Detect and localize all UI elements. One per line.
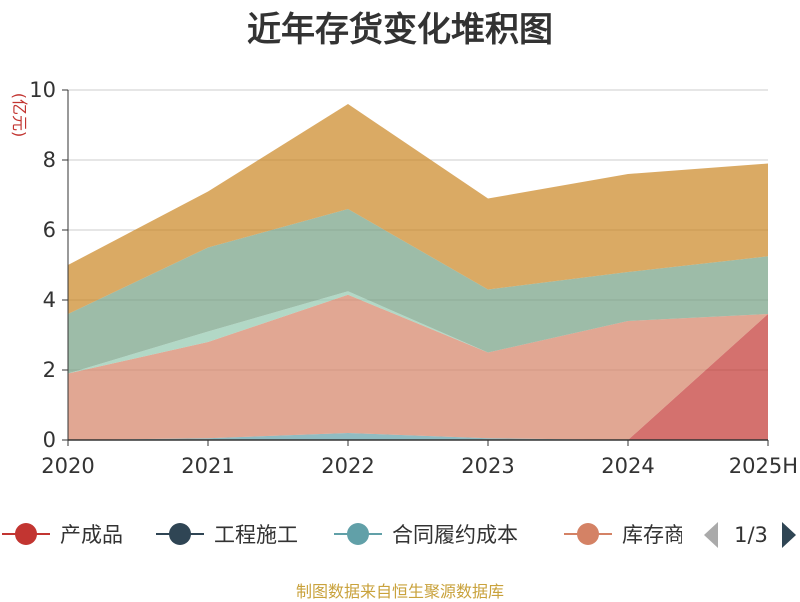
y-tick-label: 10 xyxy=(29,78,56,102)
legend-next-icon[interactable] xyxy=(782,522,796,548)
chart-title: 近年存货变化堆积图 xyxy=(247,10,553,50)
source-note: 制图数据来自恒生聚源数据库 xyxy=(295,582,504,601)
legend-item[interactable]: 工程施工 xyxy=(156,523,298,547)
x-tick-label: 2021 xyxy=(181,454,234,478)
x-tick-label: 2024 xyxy=(601,454,654,478)
legend-items: 产成品 工程施工 合同履约成本 库存商品 xyxy=(2,523,706,547)
axes xyxy=(67,90,768,441)
legend-marker xyxy=(169,523,191,545)
y-tick-labels: 0 2 4 6 8 10 xyxy=(29,78,56,452)
legend-marker xyxy=(577,523,599,545)
y-tick-label: 4 xyxy=(43,288,56,312)
x-tick-label: 2025H xyxy=(729,454,798,478)
x-tick-labels: 2020 2021 2022 2023 2024 2025H xyxy=(41,440,798,478)
legend-page-indicator: 1/3 xyxy=(734,523,768,547)
y-tick-label: 2 xyxy=(43,358,56,382)
y-tick-label: 0 xyxy=(43,428,56,452)
legend-item[interactable]: 库存商品 xyxy=(564,523,706,547)
y-tick-label: 6 xyxy=(43,218,56,242)
legend-item[interactable]: 合同履约成本 xyxy=(334,523,518,547)
legend: 产成品 工程施工 合同履约成本 库存商品 xyxy=(2,523,706,547)
legend-label: 产成品 xyxy=(60,523,123,547)
legend-label: 工程施工 xyxy=(214,523,298,547)
legend-prev-icon[interactable] xyxy=(704,522,718,548)
y-tick-label: 8 xyxy=(43,148,56,172)
legend-label: 库存商品 xyxy=(622,523,706,547)
legend-pager: 1/3 xyxy=(704,522,796,548)
area-series-4 xyxy=(68,291,768,374)
area-series-3 xyxy=(68,294,768,440)
x-tick-label: 2023 xyxy=(461,454,514,478)
legend-item[interactable]: 产成品 xyxy=(2,523,123,547)
area-series-5 xyxy=(68,209,768,374)
area-series-6 xyxy=(68,104,768,314)
stacked-areas xyxy=(68,104,768,440)
area-series-0 xyxy=(68,314,768,440)
x-tick-label: 2022 xyxy=(321,454,374,478)
y-axis-label: (亿元) xyxy=(10,93,29,138)
legend-marker xyxy=(15,523,37,545)
legend-label: 合同履约成本 xyxy=(392,523,518,547)
legend-marker xyxy=(347,523,369,545)
x-tick-label: 2020 xyxy=(41,454,94,478)
